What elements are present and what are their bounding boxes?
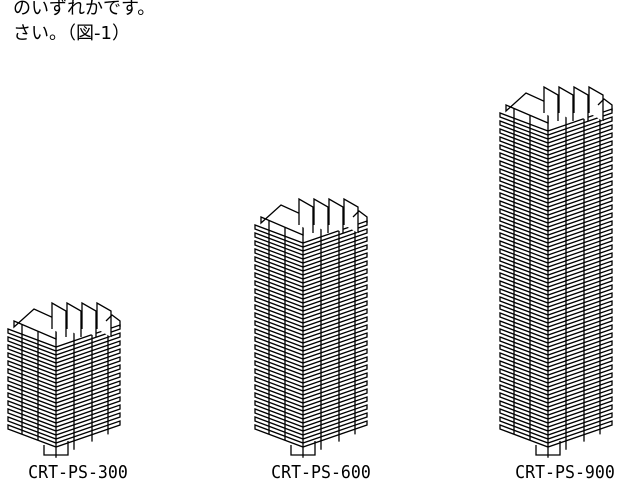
top-plate	[81, 301, 97, 337]
base-foot	[290, 441, 316, 456]
top-plate	[51, 301, 67, 337]
top-cap	[597, 98, 613, 111]
top-plate	[66, 301, 82, 337]
model-label-900: CRT-PS-900	[515, 462, 615, 483]
top-cap	[352, 210, 368, 223]
base-foot	[535, 441, 561, 456]
model-drawing-2	[499, 85, 613, 458]
model-label-600: CRT-PS-600	[271, 462, 371, 483]
model-drawing-0	[7, 301, 121, 458]
model-drawing-1	[254, 197, 368, 458]
top-plate	[96, 301, 112, 337]
intro-line-1: のいずれかです。	[13, 0, 156, 19]
top-cap	[105, 314, 121, 327]
top-plate	[543, 85, 559, 121]
model-label-300: CRT-PS-300	[28, 462, 128, 483]
top-plate	[298, 197, 314, 233]
top-plate	[343, 197, 359, 233]
intro-text: のいずれかです。 さい。（図-1）	[13, 0, 155, 46]
top-plate	[573, 85, 589, 121]
base-foot	[43, 441, 69, 456]
intro-line-2: さい。（図-1）	[13, 23, 130, 44]
top-plate	[313, 197, 329, 233]
top-plate	[588, 85, 604, 121]
top-plate	[328, 197, 344, 233]
top-plate	[558, 85, 574, 121]
